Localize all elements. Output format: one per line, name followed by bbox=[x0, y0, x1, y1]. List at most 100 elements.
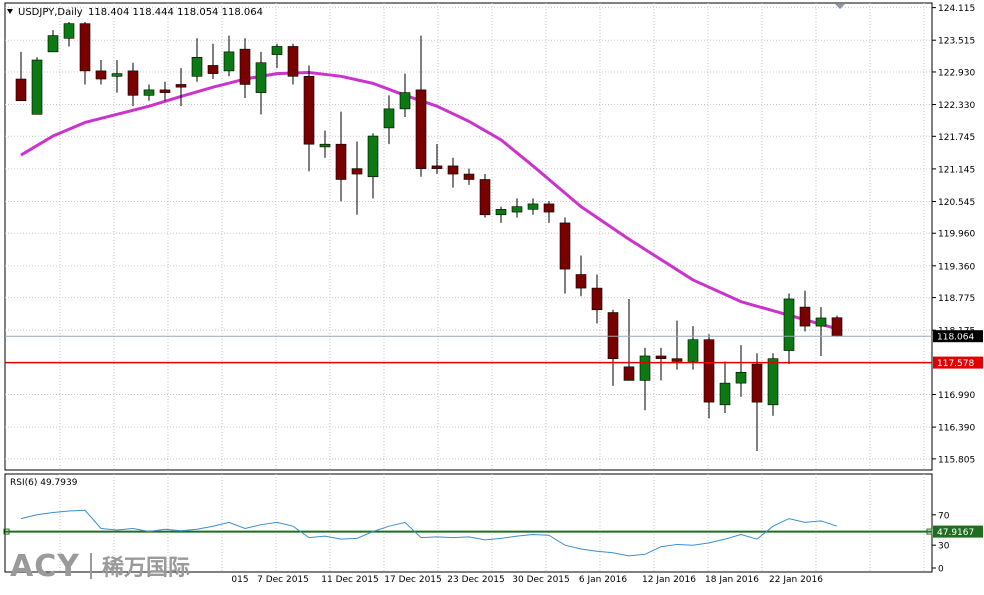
current-price-label: 118.064 bbox=[937, 333, 974, 343]
candle-body bbox=[63, 23, 75, 39]
candle bbox=[415, 35, 427, 177]
candle-body bbox=[703, 339, 715, 403]
price-tick-label: 124.115 bbox=[938, 4, 975, 14]
candle-body bbox=[831, 317, 843, 337]
candle-body bbox=[175, 84, 187, 88]
candle bbox=[271, 43, 283, 69]
price-tick-label: 118.775 bbox=[938, 294, 975, 304]
price-tick-label: 121.145 bbox=[938, 165, 975, 175]
price-tick-label: 119.360 bbox=[938, 262, 975, 272]
candle bbox=[31, 57, 43, 115]
time-tick-label: 7 Dec 2015 bbox=[257, 575, 309, 585]
rsi-level-handle-left[interactable] bbox=[3, 528, 10, 535]
time-tick-label: 17 Dec 2015 bbox=[384, 575, 442, 585]
candle-body bbox=[303, 76, 315, 145]
candle-body bbox=[191, 57, 203, 77]
candle-body bbox=[319, 143, 331, 148]
candle-body bbox=[575, 274, 587, 289]
candle bbox=[159, 81, 171, 101]
time-tick-label: 015 bbox=[231, 575, 248, 585]
candle-body bbox=[671, 358, 683, 362]
ohlc-readout: 118.404 118.444 118.054 118.064 bbox=[88, 7, 263, 18]
rsi-tick-label: 70 bbox=[938, 511, 950, 521]
candle bbox=[127, 62, 139, 107]
candle bbox=[815, 307, 827, 356]
price-tick-label: 116.990 bbox=[938, 391, 975, 401]
candle bbox=[655, 347, 667, 381]
watermark-divider bbox=[89, 553, 92, 579]
candle-body bbox=[367, 135, 379, 178]
rsi-level-handle-right[interactable] bbox=[926, 528, 933, 535]
candle-body bbox=[127, 70, 139, 96]
candle-body bbox=[751, 363, 763, 403]
moving-average-layer bbox=[20, 71, 838, 331]
candle bbox=[223, 35, 235, 77]
candle bbox=[831, 315, 843, 337]
candle-body bbox=[255, 62, 267, 93]
chart-shift-marker-icon[interactable] bbox=[835, 4, 845, 9]
time-tick-label: 6 Jan 2016 bbox=[579, 575, 627, 585]
candle-body bbox=[95, 70, 107, 80]
watermark: ACY 稀万国际 bbox=[10, 548, 190, 584]
candles-layer bbox=[15, 22, 843, 451]
price-tick-label: 121.745 bbox=[938, 133, 975, 143]
candle-body bbox=[351, 168, 363, 175]
watermark-logo: ACY bbox=[10, 548, 80, 584]
candle-body bbox=[383, 108, 395, 129]
candle-body bbox=[447, 165, 459, 175]
candle bbox=[575, 255, 587, 297]
candle-body bbox=[239, 48, 251, 85]
candle bbox=[303, 65, 315, 172]
candle-body bbox=[79, 23, 91, 72]
candle bbox=[79, 22, 91, 85]
price-tick-label: 120.545 bbox=[938, 198, 975, 208]
price-tick-label: 119.960 bbox=[938, 230, 975, 240]
candle-body bbox=[31, 59, 43, 115]
time-tick-label: 30 Dec 2015 bbox=[512, 575, 570, 585]
candle-body bbox=[799, 306, 811, 327]
rsi-level-label: 47.9167 bbox=[937, 528, 974, 538]
candle-body bbox=[271, 46, 283, 55]
candle bbox=[511, 198, 523, 218]
candle bbox=[255, 51, 267, 115]
candle-body bbox=[559, 222, 571, 270]
candle bbox=[447, 157, 459, 188]
candle bbox=[703, 334, 715, 419]
candle-body bbox=[687, 339, 699, 362]
price-tick-label: 116.390 bbox=[938, 424, 975, 434]
price-tick-label: 123.515 bbox=[938, 37, 975, 47]
time-axis: 015 7 Dec 2015 11 Dec 2015 17 Dec 2015 23 De… bbox=[231, 575, 823, 585]
candle bbox=[639, 347, 651, 411]
candle-body bbox=[543, 203, 555, 213]
price-axis: 124.115 123.515 122.930 122.330 121.745 121.1… bbox=[932, 4, 975, 465]
candle bbox=[15, 51, 27, 102]
candle bbox=[191, 38, 203, 82]
price-tick-label: 115.805 bbox=[938, 455, 975, 465]
candle-body bbox=[591, 287, 603, 311]
price-tick-label: 122.330 bbox=[938, 101, 975, 111]
candle bbox=[735, 345, 747, 397]
watermark-text: 稀万国际 bbox=[101, 556, 190, 581]
price-tick-label: 118.175 bbox=[938, 327, 975, 337]
candle-body bbox=[495, 209, 507, 216]
candle-body bbox=[479, 179, 491, 216]
candle bbox=[527, 198, 539, 215]
candle bbox=[767, 353, 779, 416]
candle bbox=[495, 206, 507, 223]
candle-body bbox=[223, 51, 235, 72]
candle-body bbox=[511, 206, 523, 213]
candle-body bbox=[15, 78, 27, 102]
rsi-tick-label: 30 bbox=[938, 542, 950, 552]
time-tick-label: 12 Jan 2016 bbox=[642, 575, 696, 585]
candle bbox=[591, 274, 603, 324]
candle-body bbox=[143, 89, 155, 96]
candle-body bbox=[111, 73, 123, 77]
symbol-label: USDJPY,Daily bbox=[18, 7, 83, 18]
candle bbox=[719, 361, 731, 413]
triangle-down-icon[interactable] bbox=[7, 9, 13, 14]
candle bbox=[111, 60, 123, 93]
support-price-label: 117.578 bbox=[937, 359, 974, 369]
candle-body bbox=[399, 92, 411, 110]
